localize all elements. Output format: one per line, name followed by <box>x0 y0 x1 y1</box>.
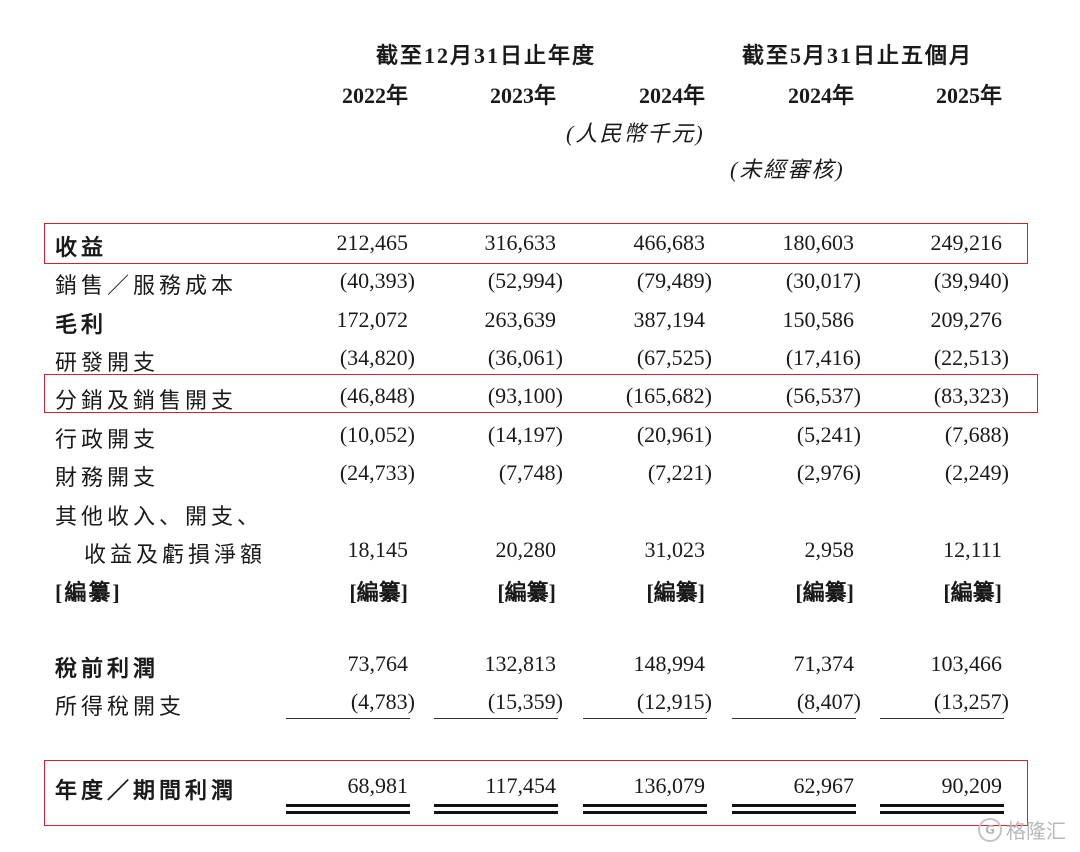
year-header-2023: 2023年 <box>489 83 556 108</box>
cell-redacted-2024: [編纂] <box>646 580 705 605</box>
cell-gross-profit-2024-period: 150,586 <box>782 307 855 332</box>
year-header-2024: 2024年 <box>638 83 705 108</box>
total-double-rule-2022 <box>286 804 410 814</box>
cell-rnd-2024: (67,525) <box>636 345 712 370</box>
cell-cost-of-sales-2025: (39,940) <box>933 268 1009 293</box>
currency-unit-label: (人民幣千元) <box>566 121 705 146</box>
gelonghui-logo-icon: G <box>978 817 1002 842</box>
cell-selling-2024-period: (56,537) <box>785 383 861 408</box>
cell-redacted-2024-period: [編纂] <box>795 580 854 605</box>
row-label-gross-profit: 毛利 <box>55 312 108 337</box>
header-group-five-months: 截至5月31日止五個月 <box>742 43 974 68</box>
cell-pbt-2025: 103,466 <box>930 651 1003 676</box>
highlight-box-revenue <box>44 223 1028 264</box>
cell-other-2024-period: 2,958 <box>804 537 855 562</box>
cell-pbt-2022: 73,764 <box>347 651 409 676</box>
cell-pbt-2023: 132,813 <box>484 651 557 676</box>
cell-pbt-2024: 148,994 <box>633 651 706 676</box>
cell-admin-2023: (14,197) <box>487 422 563 447</box>
row-label-admin-expenses: 行政開支 <box>55 427 160 452</box>
cell-admin-2022: (10,052) <box>339 422 415 447</box>
cell-tax-2025: (13,257) <box>933 689 1009 714</box>
row-label-finance-expenses: 財務開支 <box>55 465 160 490</box>
cell-profit-2023: 117,454 <box>485 773 556 798</box>
cell-revenue-2025: 249,216 <box>930 230 1003 255</box>
cell-cost-of-sales-2024: (79,489) <box>636 268 712 293</box>
subtotal-rule-2024-period <box>732 718 856 719</box>
total-double-rule-2024-period <box>732 804 856 814</box>
cell-finance-2025: (2,249) <box>944 460 1009 485</box>
cell-selling-2024: (165,682) <box>625 383 712 408</box>
cell-finance-2022: (24,733) <box>339 460 415 485</box>
cell-tax-2024: (12,915) <box>636 689 712 714</box>
header-group-annual: 截至12月31日止年度 <box>376 43 597 68</box>
cell-selling-2023: (93,100) <box>487 383 563 408</box>
cell-rnd-2025: (22,513) <box>933 345 1009 370</box>
cell-gross-profit-2022: 172,072 <box>336 307 409 332</box>
cell-admin-2024: (20,961) <box>636 422 712 447</box>
row-label-redacted: [編纂] <box>55 580 122 605</box>
cell-profit-2024: 136,079 <box>633 773 706 798</box>
subtotal-rule-2025 <box>880 718 1004 719</box>
cell-tax-2022: (4,783) <box>350 689 415 714</box>
cell-gross-profit-2024: 387,194 <box>633 307 706 332</box>
watermark-text: 格隆汇 <box>1006 819 1066 843</box>
cell-rnd-2023: (36,061) <box>487 345 563 370</box>
total-double-rule-2025 <box>880 804 1004 814</box>
cell-revenue-2023: 316,633 <box>484 230 557 255</box>
subtotal-rule-2024 <box>583 718 707 719</box>
cell-other-2025: 12,111 <box>943 537 1002 562</box>
row-label-revenue: 收益 <box>55 235 108 260</box>
row-label-profit-for-period: 年度／期間利潤 <box>55 778 238 803</box>
cell-tax-2024-period: (8,407) <box>796 689 861 714</box>
subtotal-rule-2022 <box>286 718 410 719</box>
cell-redacted-2025: [編纂] <box>943 580 1002 605</box>
year-header-2022: 2022年 <box>341 83 408 108</box>
total-double-rule-2024 <box>583 804 707 814</box>
year-header-2025: 2025年 <box>935 83 1002 108</box>
cell-profit-2024-period: 62,967 <box>793 773 855 798</box>
cell-cost-of-sales-2022: (40,393) <box>339 268 415 293</box>
cell-finance-2024-period: (2,976) <box>796 460 861 485</box>
row-label-other-income-line2: 收益及虧損淨額 <box>84 542 267 567</box>
cell-rnd-2024-period: (17,416) <box>785 345 861 370</box>
cell-profit-2022: 68,981 <box>347 773 409 798</box>
cell-tax-2023: (15,359) <box>487 689 563 714</box>
cell-selling-2022: (46,848) <box>339 383 415 408</box>
cell-profit-2025: 90,209 <box>941 773 1003 798</box>
cell-admin-2025: (7,688) <box>944 422 1009 447</box>
cell-revenue-2024: 466,683 <box>633 230 706 255</box>
highlight-box-profit <box>44 760 1028 826</box>
cell-revenue-2024-period: 180,603 <box>782 230 855 255</box>
watermark: G 格隆汇 <box>978 815 1066 844</box>
cell-other-2024: 31,023 <box>644 537 706 562</box>
row-label-income-tax: 所得稅開支 <box>55 694 186 719</box>
row-label-selling-expenses: 分銷及銷售開支 <box>55 388 238 413</box>
row-label-other-income-line1: 其他收入、開支、 <box>55 504 264 529</box>
cell-finance-2024: (7,221) <box>647 460 712 485</box>
cell-gross-profit-2023: 263,639 <box>484 307 557 332</box>
cell-redacted-2023: [編纂] <box>497 580 556 605</box>
cell-revenue-2022: 212,465 <box>336 230 409 255</box>
unaudited-label: (未經審核) <box>730 157 845 182</box>
cell-gross-profit-2025: 209,276 <box>930 307 1003 332</box>
cell-redacted-2022: [編纂] <box>349 580 408 605</box>
cell-cost-of-sales-2024-period: (30,017) <box>785 268 861 293</box>
row-label-cost-of-sales: 銷售／服務成本 <box>55 273 238 298</box>
cell-rnd-2022: (34,820) <box>339 345 415 370</box>
cell-pbt-2024-period: 71,374 <box>793 651 855 676</box>
cell-other-2023: 20,280 <box>495 537 557 562</box>
total-double-rule-2023 <box>434 804 558 814</box>
cell-cost-of-sales-2023: (52,994) <box>487 268 563 293</box>
year-header-2024-period: 2024年 <box>787 83 854 108</box>
cell-admin-2024-period: (5,241) <box>796 422 861 447</box>
cell-other-2022: 18,145 <box>347 537 409 562</box>
highlight-box-selling-expenses <box>44 374 1038 413</box>
subtotal-rule-2023 <box>434 718 558 719</box>
row-label-rnd-expenses: 研發開支 <box>55 350 160 375</box>
cell-finance-2023: (7,748) <box>498 460 563 485</box>
cell-selling-2025: (83,323) <box>933 383 1009 408</box>
row-label-profit-before-tax: 稅前利潤 <box>55 656 160 681</box>
